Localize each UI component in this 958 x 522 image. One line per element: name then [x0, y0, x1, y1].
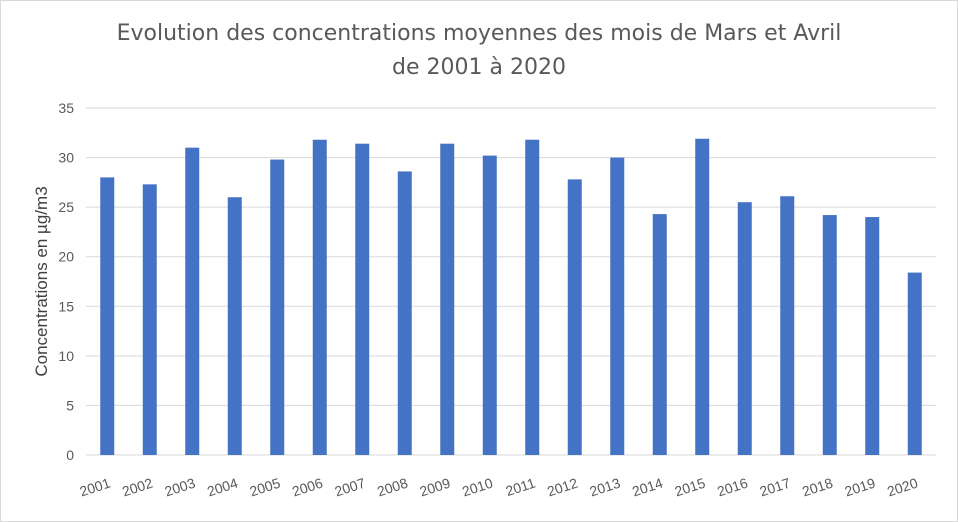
y-axis-ticks: 0 5 10 15 20 25 30 35 — [58, 100, 74, 463]
x-tick-label: 2012 — [545, 475, 580, 500]
y-tick-label: 0 — [66, 447, 74, 463]
bar-2020 — [907, 272, 922, 455]
bar-2002 — [142, 184, 157, 455]
x-tick-label: 2004 — [205, 475, 240, 500]
x-tick-label: 2009 — [418, 475, 453, 500]
bar-2010 — [482, 155, 497, 456]
y-tick-label: 20 — [58, 249, 74, 265]
x-axis-ticks: 2001 2002 2003 2004 2005 2006 2007 2008 2009 2010… — [78, 475, 920, 500]
x-tick-label: 2002 — [120, 475, 155, 500]
bar-2015 — [695, 138, 710, 455]
chart-title-line-1: Evolution des concentrations moyennes de… — [116, 21, 842, 46]
x-tick-label: 2016 — [715, 475, 750, 500]
x-tick-label: 2008 — [375, 475, 410, 500]
x-tick-label: 2013 — [588, 475, 623, 500]
y-tick-label: 25 — [58, 199, 74, 215]
x-tick-label: 2005 — [248, 475, 283, 500]
chart-title-line-2: de 2001 à 2020 — [392, 55, 566, 80]
x-tick-label: 2010 — [460, 475, 495, 500]
x-tick-label: 2007 — [333, 475, 368, 500]
x-tick-label: 2015 — [673, 475, 708, 500]
chart-title: Evolution des concentrations moyennes de… — [0, 17, 958, 85]
bar-2011 — [525, 139, 540, 455]
bar-2018 — [822, 215, 837, 455]
bar-2016 — [737, 202, 752, 455]
bar-2012 — [567, 179, 582, 455]
bar-2013 — [610, 157, 625, 456]
bar-2004 — [227, 197, 242, 455]
x-tick-label: 2019 — [843, 475, 878, 500]
x-tick-label: 2011 — [504, 475, 538, 500]
bar-2005 — [270, 159, 285, 455]
bars — [100, 138, 922, 456]
bar-2008 — [397, 171, 412, 456]
y-tick-label: 35 — [58, 100, 74, 116]
y-tick-label: 10 — [58, 348, 74, 364]
bar-2017 — [780, 196, 795, 456]
y-tick-label: 5 — [66, 397, 74, 413]
x-tick-label: 2003 — [163, 475, 198, 500]
x-tick-label: 2006 — [290, 475, 325, 500]
x-tick-label: 2018 — [800, 475, 835, 500]
bar-2014 — [652, 214, 667, 455]
x-tick-label: 2014 — [630, 475, 665, 500]
bar-2009 — [440, 143, 455, 456]
bar-2001 — [100, 177, 115, 455]
bar-2003 — [185, 147, 200, 455]
y-axis-label: Concentrations en µg/m3 — [32, 186, 51, 376]
gridlines — [86, 107, 936, 456]
bar-2006 — [312, 139, 327, 455]
bar-2019 — [865, 217, 880, 455]
y-tick-label: 30 — [58, 150, 74, 166]
x-tick-label: 2020 — [885, 475, 920, 500]
x-tick-label: 2001 — [78, 475, 113, 500]
y-tick-label: 15 — [58, 298, 74, 314]
x-tick-label: 2017 — [758, 475, 793, 500]
bar-2007 — [355, 143, 370, 456]
